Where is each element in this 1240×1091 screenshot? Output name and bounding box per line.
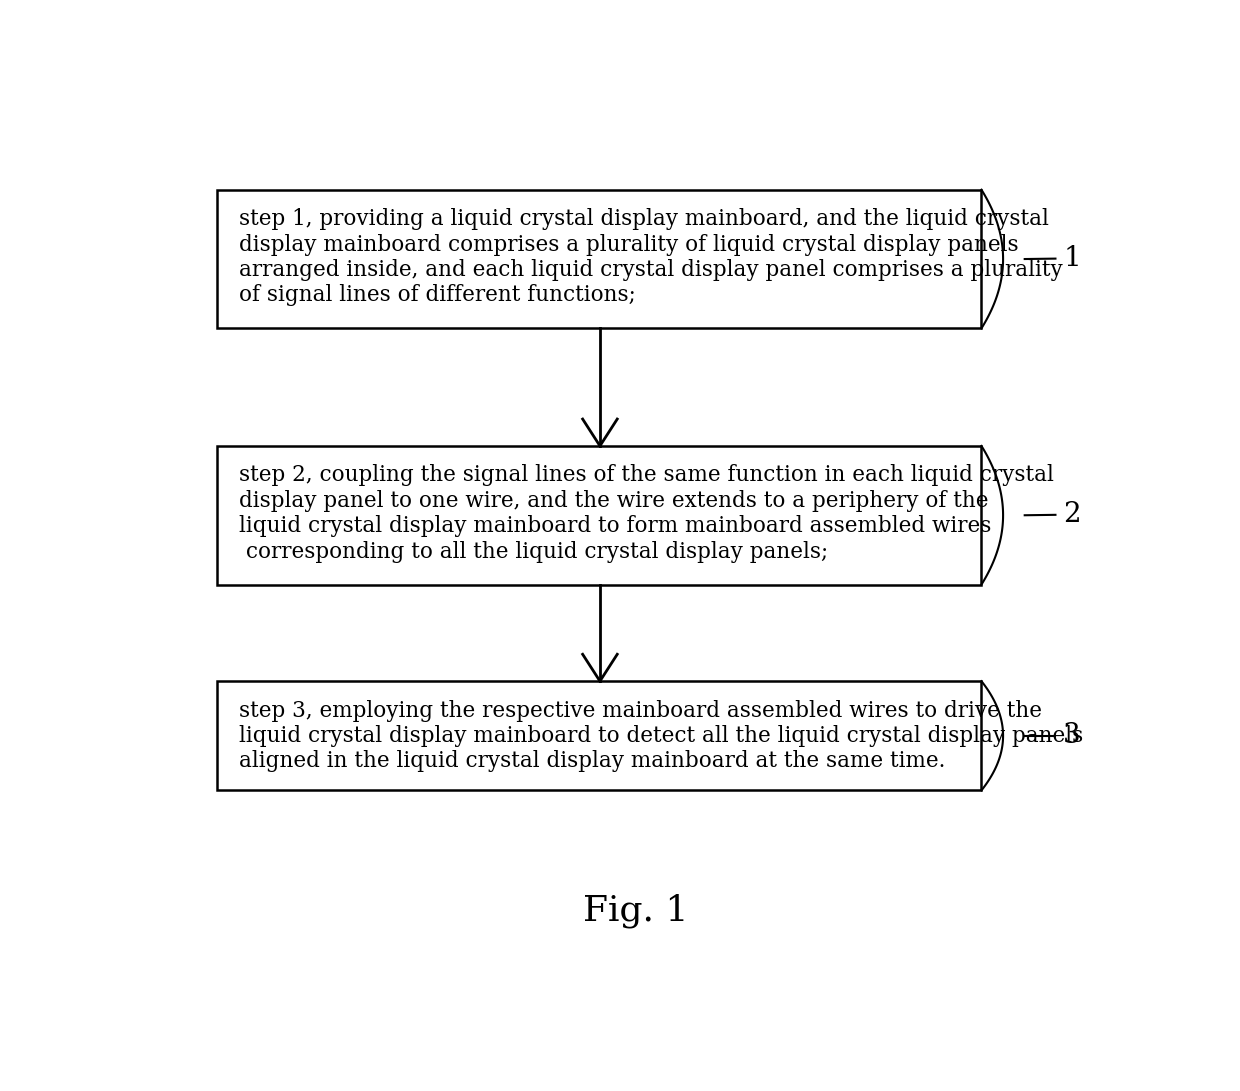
- Text: 3: 3: [1063, 722, 1081, 750]
- Text: Fig. 1: Fig. 1: [583, 894, 688, 927]
- Text: 2: 2: [1063, 502, 1081, 528]
- Text: step 2, coupling the signal lines of the same function in each liquid crystal
di: step 2, coupling the signal lines of the…: [238, 465, 1054, 563]
- Text: step 1, providing a liquid crystal display mainboard, and the liquid crystal
dis: step 1, providing a liquid crystal displ…: [238, 208, 1063, 307]
- Bar: [217, 190, 982, 328]
- Bar: [217, 446, 982, 585]
- Text: 1: 1: [1063, 245, 1081, 272]
- Bar: [217, 681, 982, 790]
- Text: step 3, employing the respective mainboard assembled wires to drive the
liquid c: step 3, employing the respective mainboa…: [238, 699, 1083, 772]
